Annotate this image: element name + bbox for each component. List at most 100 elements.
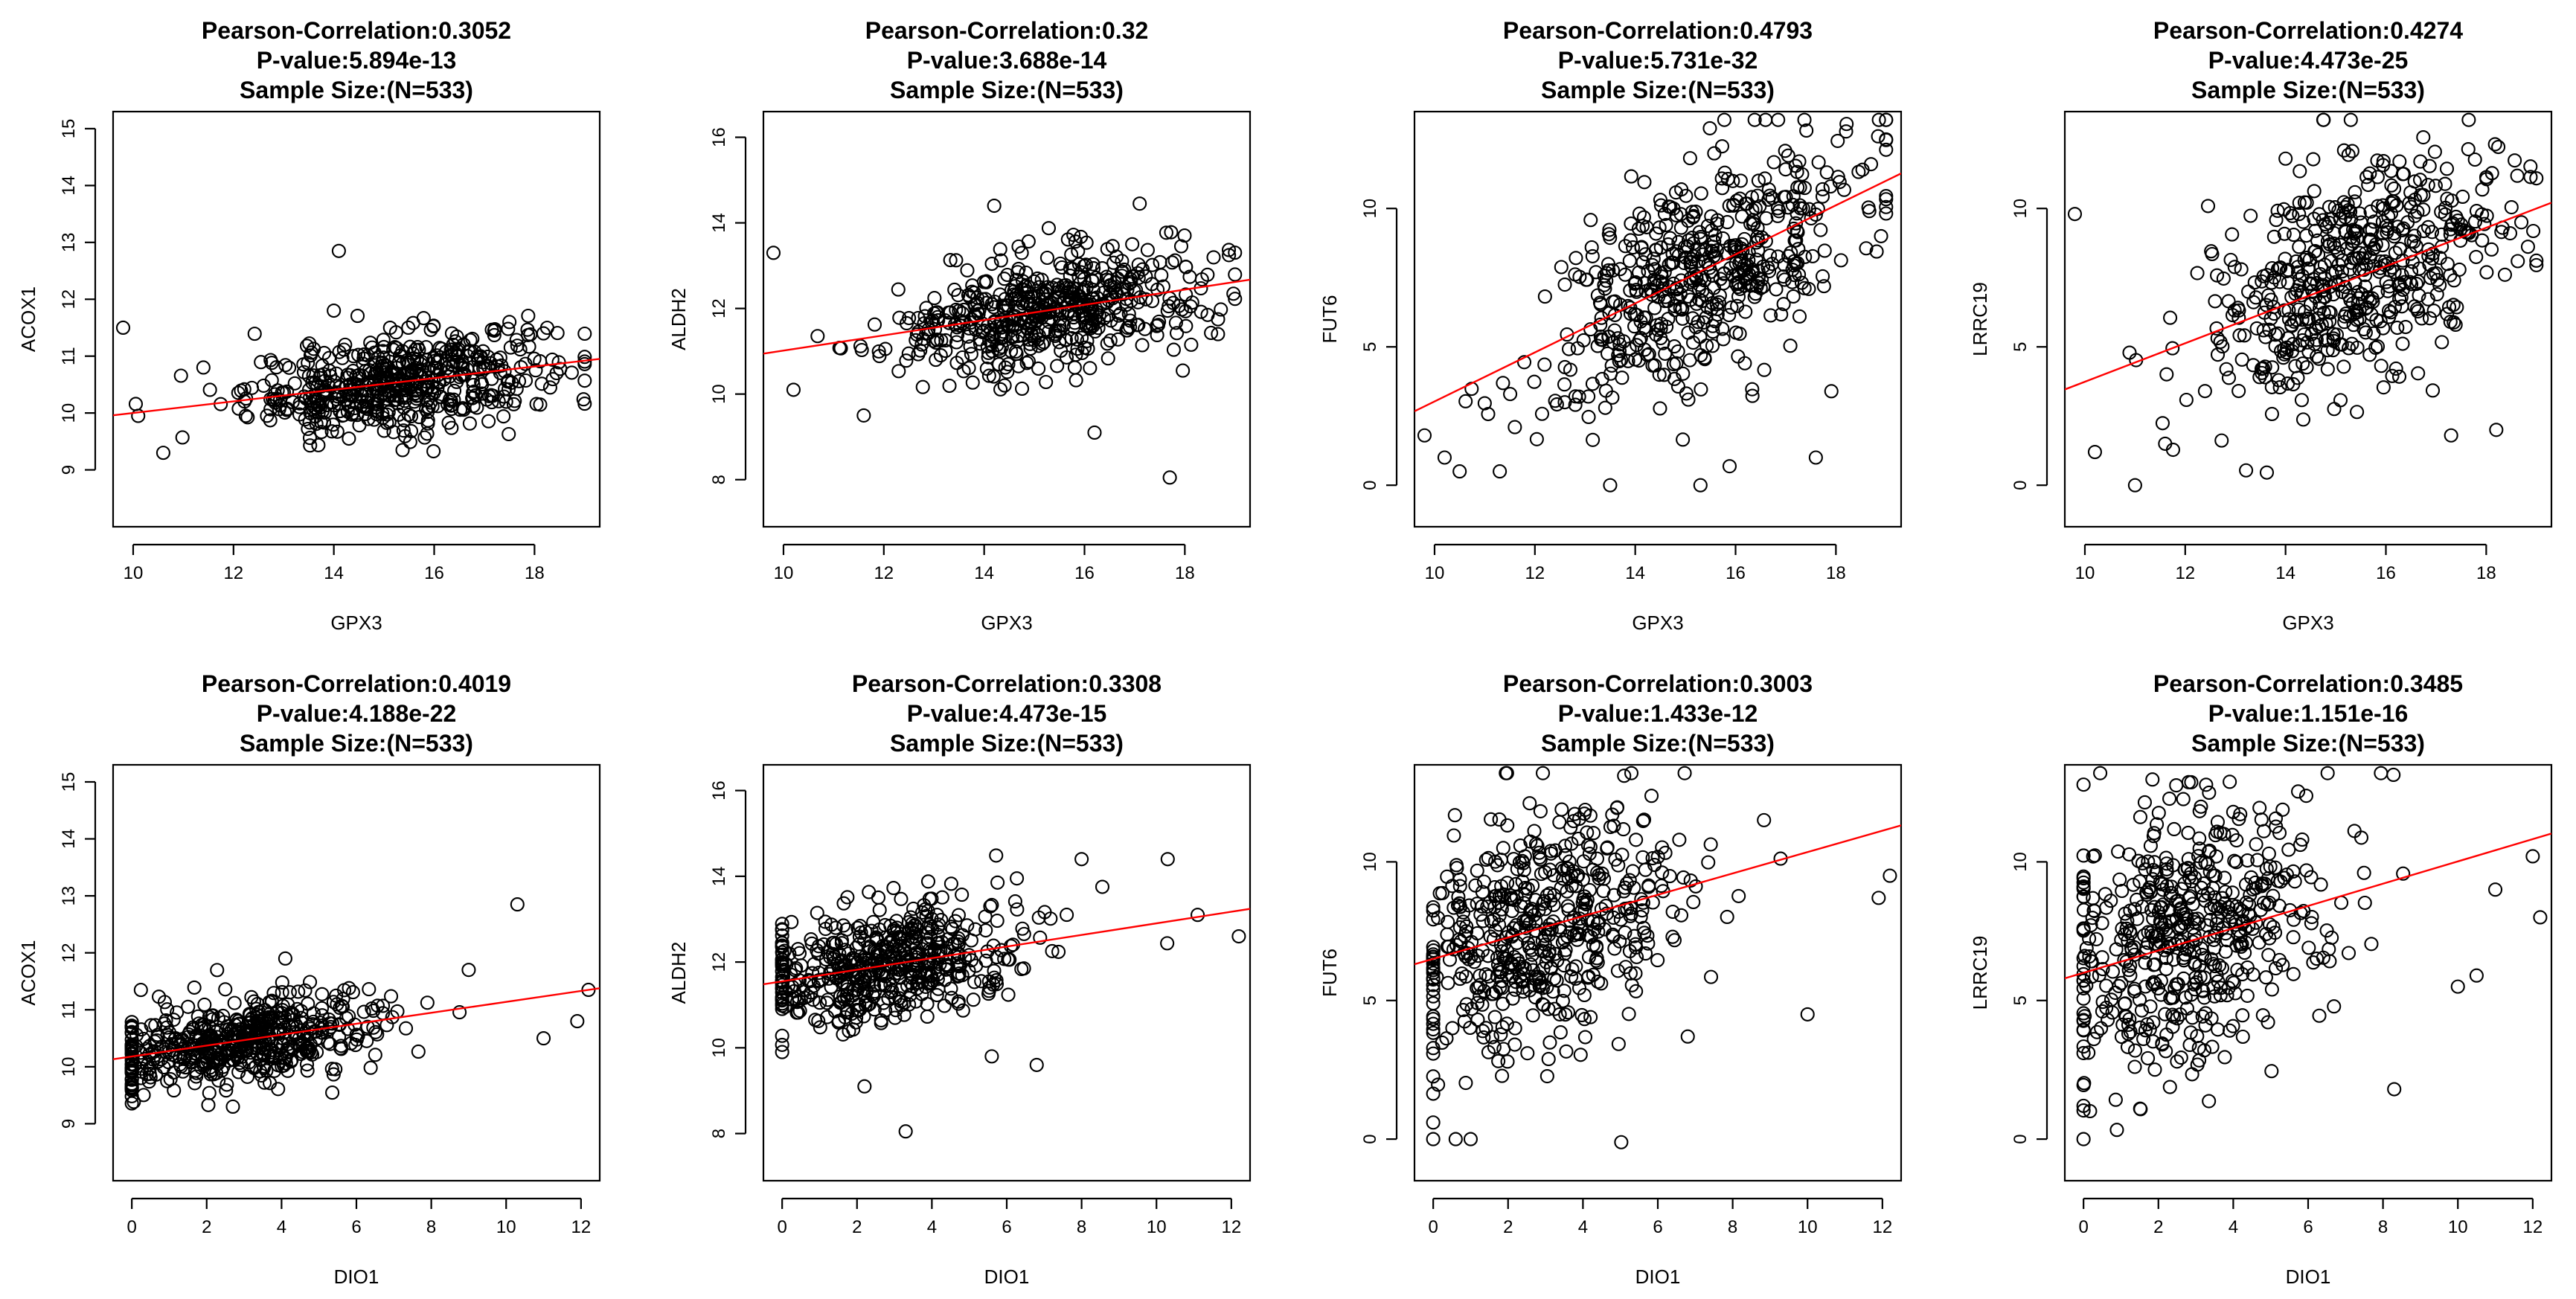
data-point xyxy=(775,996,789,1011)
data-point xyxy=(485,388,501,403)
data-point xyxy=(929,333,945,347)
data-point xyxy=(941,958,955,972)
data-point xyxy=(1494,879,1509,894)
data-point xyxy=(920,996,935,1012)
data-point xyxy=(1811,155,1826,170)
data-point xyxy=(993,287,1007,302)
data-point xyxy=(1758,112,1773,127)
data-point xyxy=(1492,812,1507,827)
data-point xyxy=(2232,328,2247,343)
data-point xyxy=(1726,173,1740,188)
data-point xyxy=(502,315,517,330)
data-point xyxy=(2283,205,2298,221)
data-point xyxy=(2434,227,2450,242)
data-point xyxy=(240,1069,255,1084)
data-point xyxy=(1021,354,1037,369)
data-point xyxy=(989,848,1004,863)
data-point xyxy=(2176,792,2191,806)
data-point xyxy=(1770,201,1785,216)
data-point xyxy=(978,275,993,289)
data-point xyxy=(2402,196,2417,211)
data-point xyxy=(934,913,949,928)
data-point xyxy=(254,355,269,370)
data-point xyxy=(2145,772,2160,787)
data-point xyxy=(513,342,528,357)
data-point xyxy=(1426,1132,1441,1146)
data-point xyxy=(1603,231,1618,246)
data-point xyxy=(1164,225,1179,240)
data-point xyxy=(930,972,945,987)
data-point xyxy=(409,352,425,367)
data-point xyxy=(1426,1025,1441,1040)
data-point xyxy=(2272,380,2287,395)
data-point xyxy=(2162,792,2177,806)
data-point xyxy=(1589,953,1603,968)
data-point xyxy=(2076,951,2091,966)
data-point xyxy=(2223,252,2238,267)
data-point xyxy=(1708,314,1723,329)
data-point xyxy=(788,963,803,978)
data-point xyxy=(2426,266,2441,281)
data-point xyxy=(2322,942,2336,957)
data-point xyxy=(1722,459,1737,474)
y-tick-label: 16 xyxy=(709,127,729,147)
data-point xyxy=(1575,872,1590,887)
data-point xyxy=(443,394,458,408)
data-point xyxy=(2529,171,2544,186)
data-point xyxy=(1605,263,1621,278)
data-point xyxy=(2440,191,2455,206)
x-tick-label: 4 xyxy=(277,1217,286,1237)
data-point xyxy=(404,408,419,424)
data-point xyxy=(1612,353,1627,369)
regression-line xyxy=(1414,173,1901,412)
data-point xyxy=(1662,869,1677,884)
data-point xyxy=(1799,123,1814,138)
data-point xyxy=(2469,249,2484,264)
data-point xyxy=(828,920,843,935)
data-point xyxy=(2181,774,2196,789)
data-point xyxy=(1574,1007,1589,1022)
data-point xyxy=(1705,240,1720,254)
data-point xyxy=(1653,401,1667,416)
data-point xyxy=(1456,946,1472,960)
data-point xyxy=(419,382,434,397)
x-tick-label: 10 xyxy=(1798,1217,1818,1237)
panel-title-line: Pearson-Correlation:0.4019 xyxy=(202,670,511,697)
data-point xyxy=(173,1038,188,1053)
data-point xyxy=(2265,260,2280,276)
data-point xyxy=(2253,902,2268,917)
data-point xyxy=(2268,926,2283,940)
data-point xyxy=(2388,361,2403,376)
data-point xyxy=(124,1015,139,1030)
data-point xyxy=(2395,336,2410,351)
data-point xyxy=(2264,275,2279,290)
data-point xyxy=(813,1020,827,1035)
data-point xyxy=(316,387,332,402)
data-point xyxy=(922,891,937,906)
scatter-panel-acox1-vs-gpx3: Pearson-Correlation:0.3052P-value:5.894e… xyxy=(17,17,601,634)
data-point xyxy=(317,345,332,360)
data-point xyxy=(943,876,958,891)
data-point xyxy=(1720,909,1734,925)
data-point xyxy=(1115,269,1130,283)
y-tick-label: 16 xyxy=(709,780,729,801)
data-point xyxy=(577,326,592,341)
data-point xyxy=(2328,264,2343,279)
data-point xyxy=(550,326,565,341)
data-point xyxy=(2167,821,2182,837)
scatter-panel-fut6-vs-gpx3: Pearson-Correlation:0.4793P-value:5.731e… xyxy=(1319,17,1903,634)
y-tick-label: 9 xyxy=(59,465,79,475)
data-point xyxy=(993,242,1007,257)
data-point xyxy=(2375,198,2391,213)
data-point xyxy=(852,929,867,944)
data-point xyxy=(1797,112,1812,127)
data-point xyxy=(2413,154,2428,169)
data-point xyxy=(1120,321,1135,336)
data-point xyxy=(1786,289,1801,304)
data-point xyxy=(2386,767,2401,783)
data-point xyxy=(1590,865,1605,880)
data-point xyxy=(2307,184,2322,199)
data-point xyxy=(2162,1080,2177,1094)
panel-title-line: P-value:4.473e-25 xyxy=(2208,47,2409,74)
